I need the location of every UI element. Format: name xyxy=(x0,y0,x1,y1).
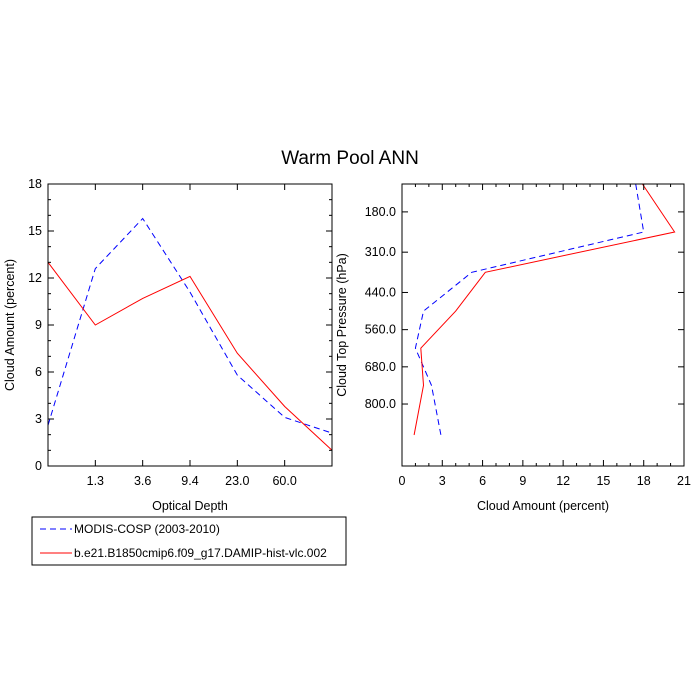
right-axes: 0 3 6 9 12 15 18 21 180.0 310.0 440.0 560.0 680.0 800… xyxy=(365,183,691,488)
left-series-obs-line xyxy=(47,217,333,434)
legend-obs-label: MODIS-COSP (2003-2010) xyxy=(74,522,220,536)
right-x-tick-label: 6 xyxy=(479,474,486,488)
right-series-obs-line xyxy=(414,183,645,436)
right-y-axis-label: Cloud Top Pressure (hPa) xyxy=(335,253,349,397)
right-x-tick-label: 15 xyxy=(596,474,610,488)
left-plot-frame xyxy=(47,183,333,467)
left-y-tick-label: 18 xyxy=(28,177,42,191)
left-x-tick-label: 60.0 xyxy=(272,474,296,488)
left-y-tick-label: 6 xyxy=(35,365,42,379)
left-axes: 0 3 6 9 12 15 18 1.3 3.6 9.4 23.0 60.0 xyxy=(28,177,333,488)
chart-title: Warm Pool ANN xyxy=(281,148,419,169)
left-x-tick-label: 1.3 xyxy=(87,474,104,488)
left-y-tick-label: 15 xyxy=(28,224,42,238)
legend-model-label: b.e21.B1850cmip6.f09_g17.DAMIP-hist-vlc.… xyxy=(74,546,327,560)
right-plot-frame xyxy=(401,183,685,467)
right-series-lines xyxy=(413,183,676,436)
right-x-tick-label: 0 xyxy=(399,474,406,488)
left-x-tick-label: 23.0 xyxy=(225,474,249,488)
left-x-tick-label: 3.6 xyxy=(134,474,151,488)
right-y-tick-label: 560.0 xyxy=(365,323,396,337)
right-x-tick-label: 9 xyxy=(519,474,526,488)
right-panel-pressure: 0 3 6 9 12 15 18 21 180.0 310.0 440.0 560.0 680.0 800… xyxy=(335,183,691,513)
right-y-tick-label: 680.0 xyxy=(365,360,396,374)
legend-box xyxy=(31,516,347,566)
right-x-tick-label: 18 xyxy=(637,474,651,488)
left-x-axis-label: Optical Depth xyxy=(152,499,228,513)
right-y-tick-label: 180.0 xyxy=(365,205,396,219)
right-x-axis-label: Cloud Amount (percent) xyxy=(477,499,609,513)
left-y-tick-label: 12 xyxy=(28,271,42,285)
right-x-tick-label: 3 xyxy=(439,474,446,488)
left-x-tick-label: 9.4 xyxy=(181,474,198,488)
left-y-axis-label: Cloud Amount (percent) xyxy=(3,259,17,391)
right-y-tick-label: 310.0 xyxy=(365,245,396,259)
legend-items: MODIS-COSP (2003-2010) b.e21.B1850cmip6.f… xyxy=(40,522,327,560)
right-y-tick-label: 440.0 xyxy=(365,285,396,299)
left-series-model-line xyxy=(47,261,333,451)
right-y-tick-label: 800.0 xyxy=(365,397,396,411)
left-y-tick-label: 3 xyxy=(35,412,42,426)
left-y-tick-label: 9 xyxy=(35,318,42,332)
right-series-model-line xyxy=(413,183,676,436)
left-panel-optical-depth: 0 3 6 9 12 15 18 1.3 3.6 9.4 23.0 60.0 Optical Dept… xyxy=(3,177,333,513)
left-series-lines xyxy=(47,217,333,451)
right-x-tick-label: 21 xyxy=(677,474,691,488)
right-x-tick-label: 12 xyxy=(556,474,570,488)
left-y-tick-label: 0 xyxy=(35,459,42,473)
legend: MODIS-COSP (2003-2010) b.e21.B1850cmip6.f… xyxy=(31,516,347,566)
